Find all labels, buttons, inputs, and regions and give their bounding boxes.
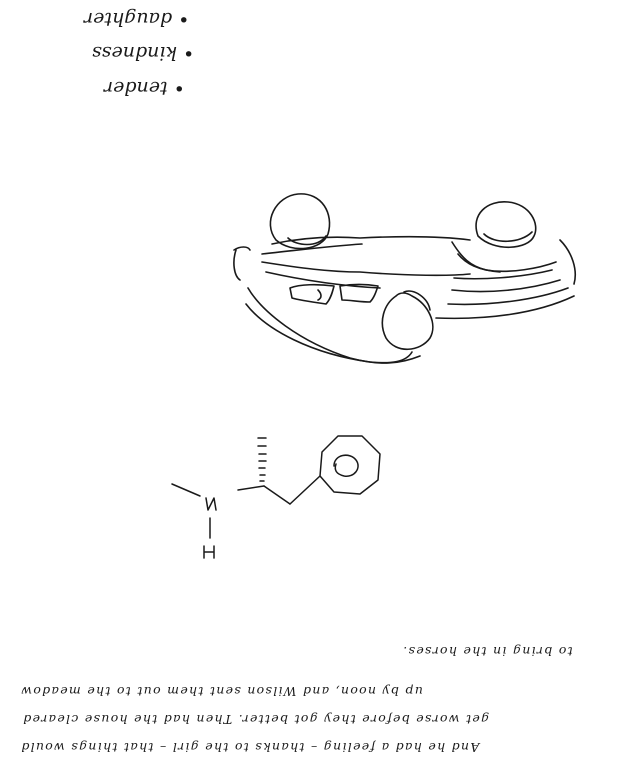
benzene-ring xyxy=(319,435,381,495)
car-wheel-right xyxy=(475,201,537,248)
paragraph-line-3: up by noon, and Wilson sent them out to … xyxy=(20,684,423,699)
car-front-wheel xyxy=(381,292,434,351)
car-wheel-left xyxy=(269,193,331,250)
hydrogen-symbol xyxy=(203,545,215,559)
car-light-right xyxy=(339,283,379,303)
paragraph-line-1: And he had a feeling – thanks to the gir… xyxy=(20,740,480,755)
paragraph-line-4: to bring in the horses. xyxy=(402,644,573,659)
car-light-left xyxy=(289,283,335,305)
nitrogen-symbol xyxy=(205,497,217,511)
aromatic-circle xyxy=(333,454,359,477)
paragraph-line-2: get worse before they got better. Then h… xyxy=(22,712,490,727)
